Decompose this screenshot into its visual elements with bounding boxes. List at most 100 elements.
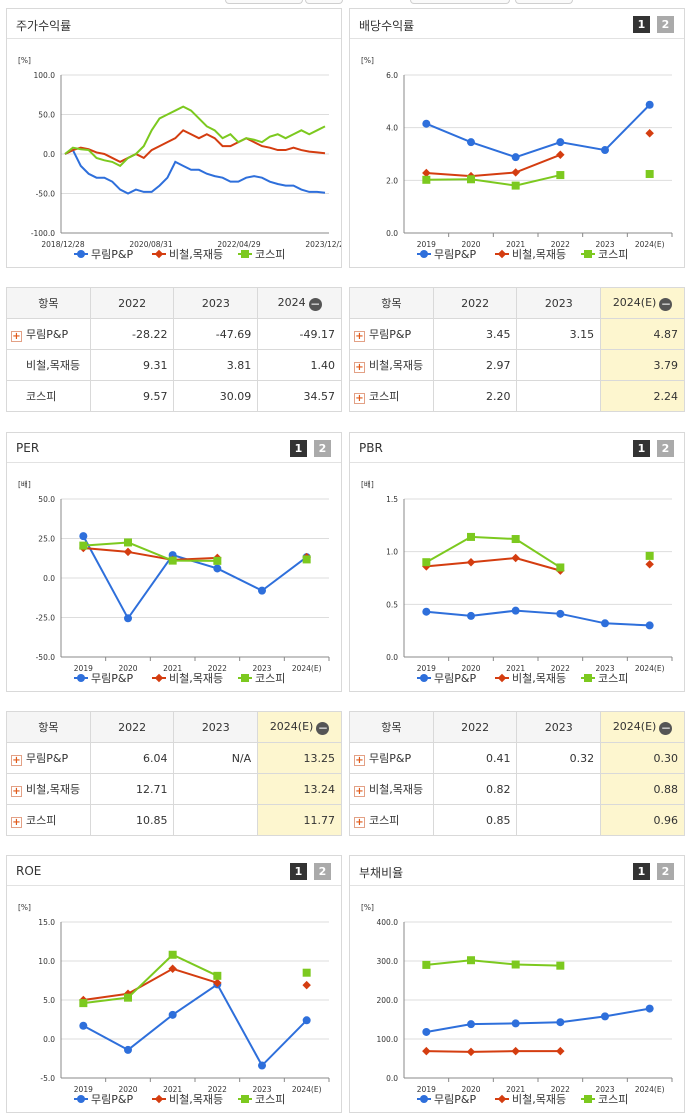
panel-title: PBR	[359, 441, 383, 455]
collapse-icon[interactable]: −	[659, 720, 673, 735]
y-tick-label: 2.0	[386, 176, 398, 185]
top-edge-controls	[0, 0, 691, 6]
stock-return-table: 항목 2022 2023 2024− + 무림P&P -28.22 -47.69 -49.17 비…	[6, 287, 342, 412]
data-point	[645, 621, 654, 630]
expand-plus-icon[interactable]: +	[354, 362, 365, 373]
page-2-button[interactable]: 2	[314, 863, 331, 880]
data-point	[467, 956, 475, 965]
page-2-button[interactable]: 2	[314, 440, 331, 457]
collapse-icon[interactable]: −	[659, 296, 673, 311]
table-cell: 0.41	[432, 742, 518, 774]
data-point	[79, 1021, 88, 1030]
table-cell	[516, 380, 602, 412]
collapse-icon[interactable]: −	[308, 296, 322, 311]
expand-plus-icon[interactable]: +	[11, 817, 22, 828]
x-tick-label: 2020	[461, 1085, 480, 1094]
series-line-1	[64, 148, 326, 195]
header-text: 2024(E)	[269, 719, 314, 733]
data-point	[124, 993, 132, 1002]
x-tick-label: 2020	[118, 664, 137, 673]
expand-plus-icon[interactable]: +	[354, 755, 365, 766]
page-1-button[interactable]: 1	[633, 863, 650, 880]
y-tick-label: 400.0	[377, 918, 399, 927]
row-name: 비철,목재등	[369, 783, 424, 796]
y-tick-label: 0.0	[43, 574, 55, 583]
row-name: 무림P&P	[369, 752, 412, 765]
series-line-1	[82, 982, 308, 1068]
collapse-icon[interactable]: −	[316, 720, 330, 735]
data-point	[511, 553, 520, 563]
series-line-2	[426, 1050, 561, 1053]
series-line-2	[64, 129, 326, 164]
row-name: 비철,목재등	[369, 359, 424, 372]
top-control-4[interactable]	[515, 0, 573, 4]
table-cell: 4.87	[600, 318, 685, 350]
series-line-1	[425, 104, 651, 159]
table-header-cell: 항목	[6, 287, 91, 319]
data-point	[645, 551, 654, 560]
y-tick-label: 0.5	[386, 600, 398, 609]
data-point	[467, 611, 475, 620]
data-point	[302, 968, 311, 977]
expand-plus-icon[interactable]: +	[354, 817, 365, 828]
top-control-1[interactable]	[225, 0, 303, 4]
top-control-3[interactable]	[410, 0, 510, 4]
y-tick-label: 25.0	[38, 535, 55, 544]
expand-plus-icon[interactable]: +	[11, 786, 22, 797]
series-line-3	[425, 535, 561, 569]
table-cell: 30.09	[173, 380, 259, 412]
row-name: 코스피	[369, 390, 400, 403]
table-header-cell: 2022	[432, 711, 518, 743]
panel-title: 주가수익률	[16, 19, 72, 33]
data-point	[258, 1061, 266, 1070]
page-1-button[interactable]: 1	[290, 863, 307, 880]
table-row: + 무림P&P -28.22 -47.69 -49.17	[6, 318, 342, 350]
x-tick-label: 2024(E)	[635, 240, 665, 249]
expand-plus-icon[interactable]: +	[354, 786, 365, 797]
page-1-button[interactable]: 1	[633, 16, 650, 33]
row-label: + 무림P&P	[6, 742, 91, 774]
table-cell	[173, 773, 259, 805]
y-tick-label: -50.0	[36, 190, 56, 199]
legend-label: 무림P&P	[91, 248, 133, 261]
data-point	[302, 1016, 311, 1025]
row-name: 무림P&P	[26, 752, 69, 765]
table-cell: 9.31	[89, 349, 175, 381]
data-point	[556, 961, 565, 970]
data-point	[213, 978, 222, 988]
page-2-button[interactable]: 2	[657, 16, 674, 33]
row-name: 무림P&P	[26, 328, 69, 341]
panel-title: 배당수익률	[359, 19, 415, 33]
page-2-button[interactable]: 2	[657, 863, 674, 880]
page-2-button[interactable]: 2	[657, 440, 674, 457]
data-point	[466, 557, 476, 567]
table-cell: 0.96	[600, 804, 685, 836]
row-label: + 비철,목재등	[349, 773, 434, 805]
series-line-1	[82, 535, 308, 621]
table-cell: 6.04	[89, 742, 175, 774]
y-tick-label: 0.0	[43, 1035, 55, 1044]
legend-label: 무림P&P	[434, 1093, 476, 1106]
series-line-3	[83, 953, 218, 1005]
data-point	[511, 168, 520, 177]
panel-header: 부채비율 1 2	[350, 856, 684, 886]
data-point	[79, 541, 88, 550]
header-text: 2022	[118, 296, 147, 310]
expand-plus-icon[interactable]: +	[354, 331, 365, 342]
table-cell: 13.25	[257, 742, 342, 774]
expand-plus-icon[interactable]: +	[354, 393, 365, 404]
table-cell: 3.81	[173, 349, 259, 381]
data-point	[124, 1045, 132, 1054]
legend-label: 비철,목재등	[512, 248, 566, 261]
row-label: + 무림P&P	[349, 742, 434, 774]
table-cell: 11.77	[257, 804, 342, 836]
page-1-button[interactable]: 1	[290, 440, 307, 457]
x-tick-label: 2022/04/29	[217, 240, 260, 249]
expand-plus-icon[interactable]: +	[11, 755, 22, 766]
page-1-button[interactable]: 1	[633, 440, 650, 457]
x-tick-label: 2021	[506, 664, 525, 673]
top-control-2[interactable]	[305, 0, 343, 4]
expand-plus-icon[interactable]: +	[11, 331, 22, 342]
dividend-chart: [%] 6.0 4.0 2.0 0.0 2019 2020 2021 2022 2023 2024(…	[361, 56, 673, 261]
data-point	[511, 1019, 520, 1028]
